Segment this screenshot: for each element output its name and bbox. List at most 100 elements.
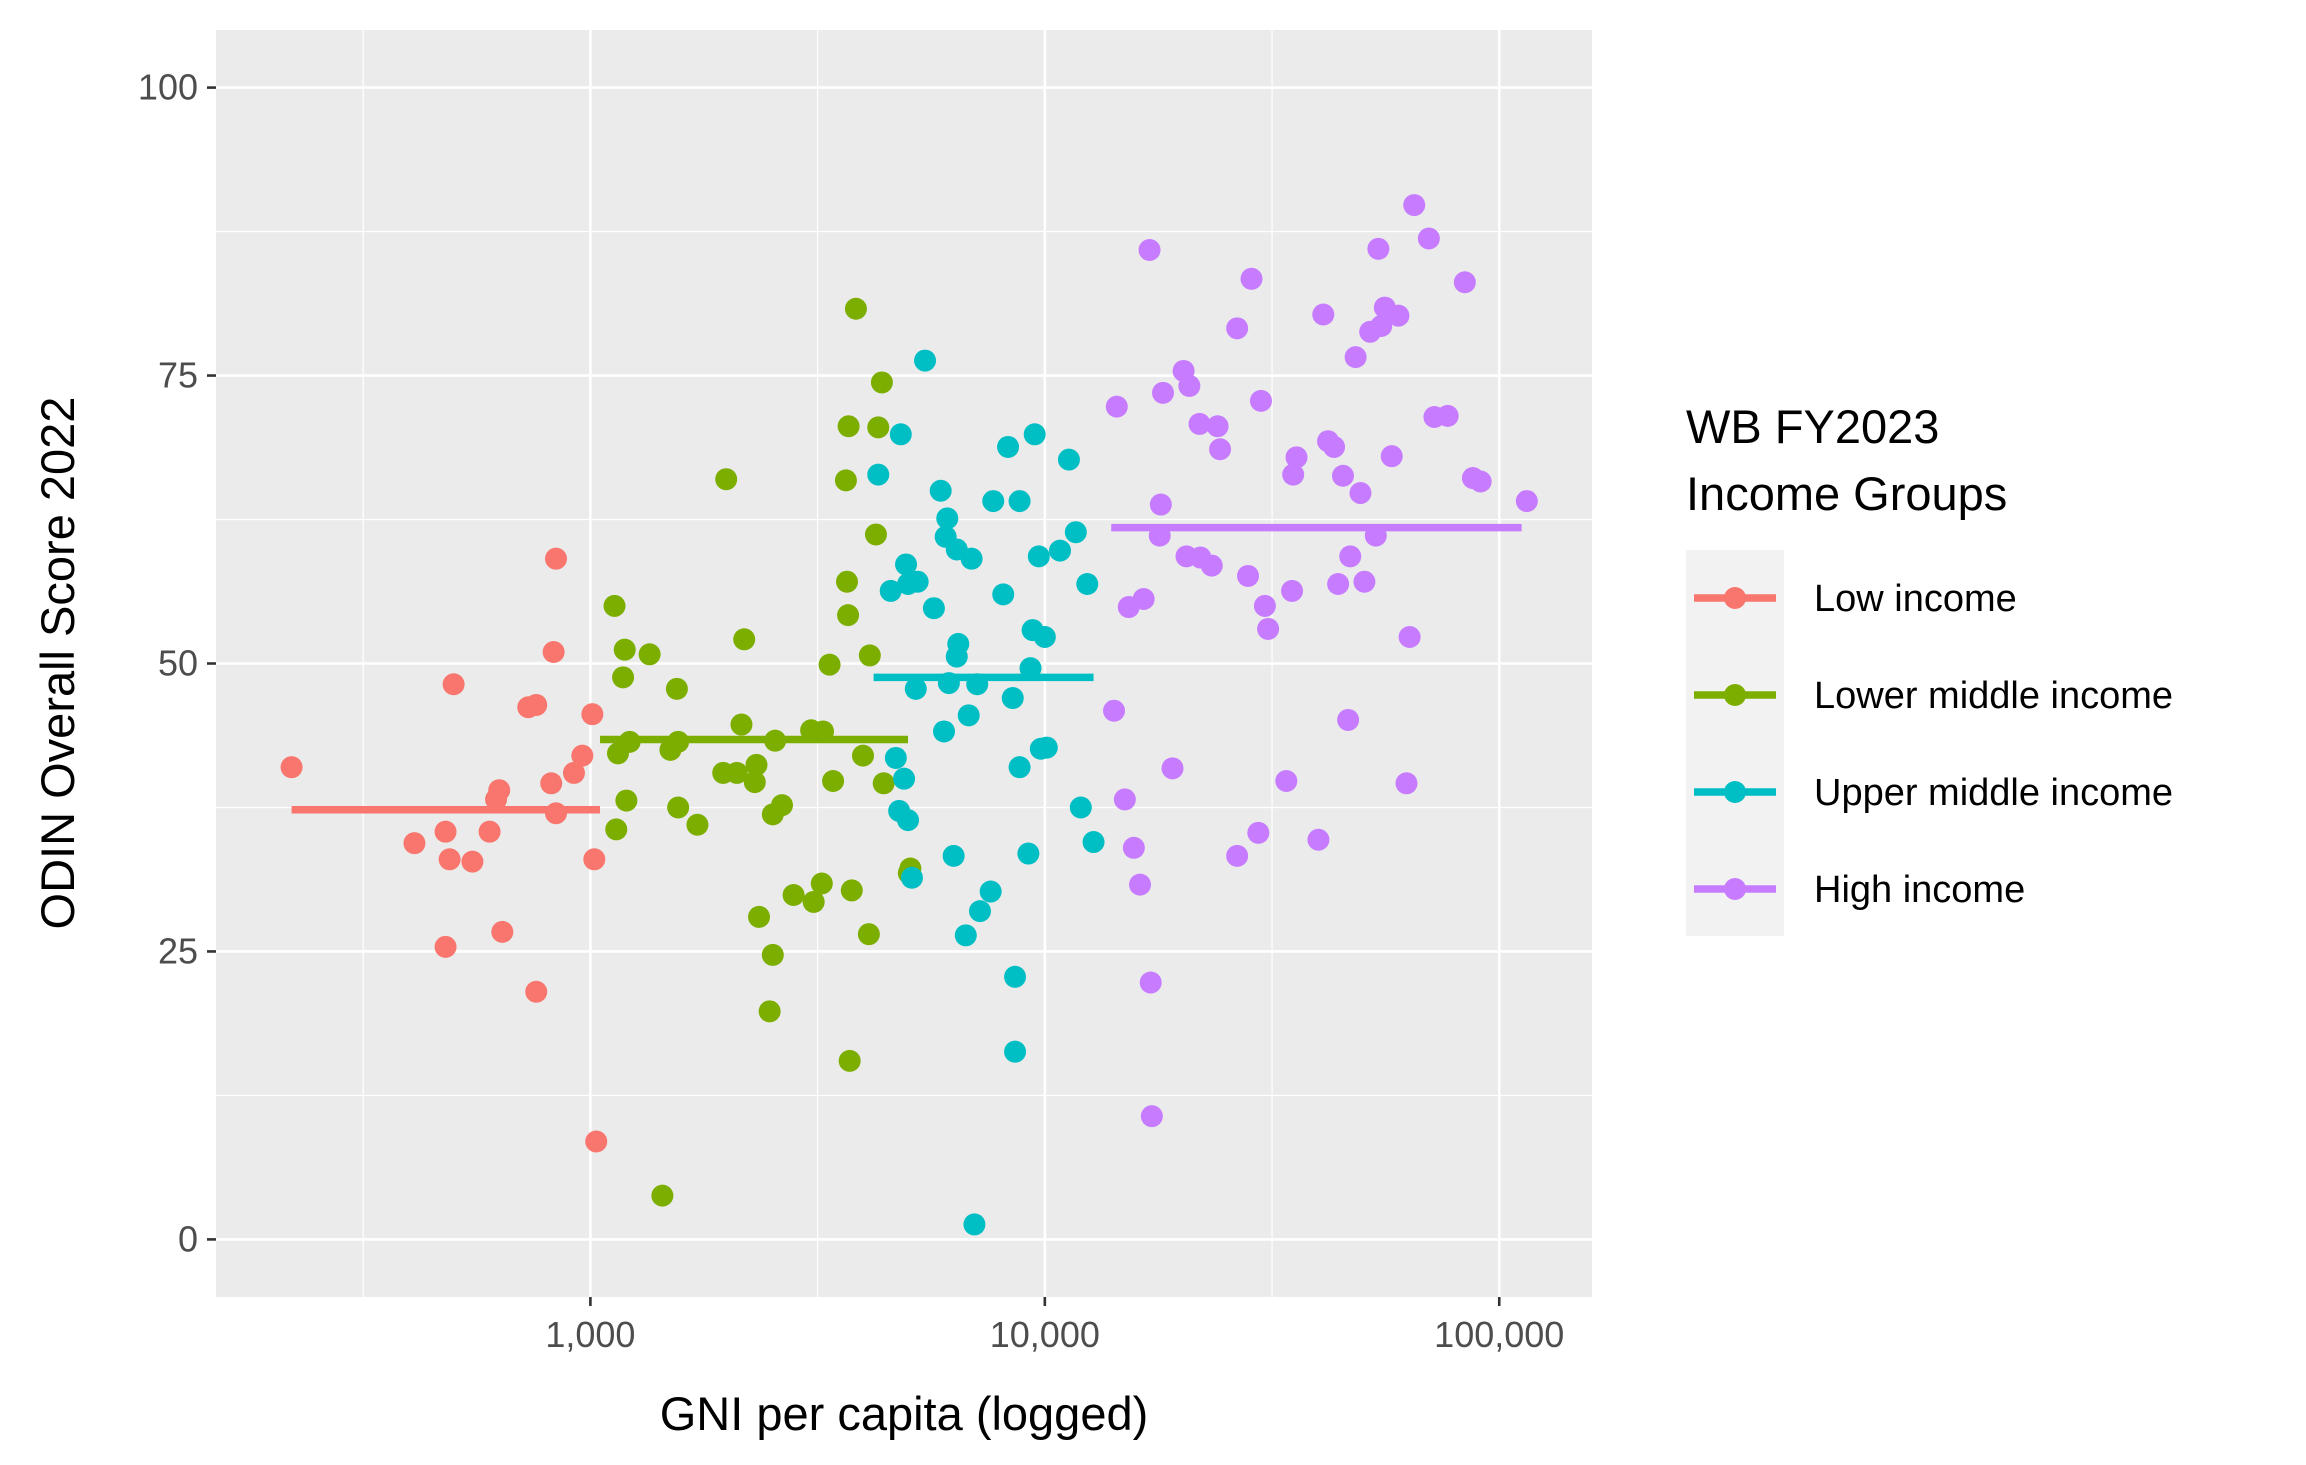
data-point: [434, 935, 457, 958]
data-point: [461, 850, 484, 873]
data-point: [812, 720, 835, 743]
data-point: [1105, 395, 1128, 418]
data-point: [997, 435, 1020, 458]
data-point: [1364, 524, 1387, 547]
legend-key-background: [1686, 550, 1784, 936]
data-point: [667, 796, 690, 819]
data-point: [922, 597, 945, 620]
data-point: [438, 848, 461, 871]
data-point: [1353, 570, 1376, 593]
legend-label: Lower middle income: [1814, 675, 2173, 717]
data-point: [1282, 463, 1305, 486]
data-point: [1337, 708, 1360, 731]
data-point: [770, 794, 793, 817]
legend: WB FY2023 Income Groups Low income Lower …: [1686, 400, 2173, 936]
data-point: [1017, 842, 1040, 865]
data-point: [603, 594, 626, 617]
legend-key-point: [1724, 878, 1746, 900]
data-point: [1206, 415, 1229, 438]
data-point: [1312, 303, 1335, 326]
data-point: [1417, 227, 1440, 250]
y-axis-title: ODIN Overall Score 2022: [31, 397, 84, 930]
data-point: [1380, 445, 1403, 468]
data-point: [835, 570, 858, 593]
data-point: [872, 772, 895, 795]
data-point: [884, 746, 907, 769]
data-point: [937, 672, 960, 695]
data-point: [730, 713, 753, 736]
data-point: [963, 1213, 986, 1236]
data-point: [743, 771, 766, 794]
data-point: [403, 832, 426, 855]
data-point: [1453, 271, 1476, 294]
x-axis: 1,000 10,000 100,000: [545, 1297, 1564, 1355]
legend-title-line-2: Income Groups: [1686, 467, 2007, 520]
data-point: [542, 640, 565, 663]
y-tick-label: 100: [138, 67, 198, 108]
data-point: [581, 703, 604, 726]
data-point: [540, 772, 563, 795]
data-point: [1398, 626, 1421, 649]
data-point: [745, 753, 768, 776]
data-point: [818, 653, 841, 676]
x-tick-label: 1,000: [545, 1314, 635, 1355]
y-axis: 0 25 50 75 100: [138, 67, 216, 1259]
y-tick-label: 0: [178, 1218, 198, 1259]
data-point: [1008, 756, 1031, 779]
data-point: [764, 729, 787, 752]
data-point: [1049, 539, 1072, 562]
data-point: [1027, 545, 1050, 568]
data-point: [1139, 971, 1162, 994]
data-point: [1249, 389, 1272, 412]
data-point: [612, 666, 635, 689]
data-point: [844, 297, 867, 320]
data-point: [1019, 657, 1042, 680]
data-points: [280, 194, 1538, 1236]
data-point: [960, 547, 983, 570]
data-point: [1226, 844, 1249, 867]
data-point: [665, 677, 688, 700]
data-point: [725, 761, 748, 784]
data-point: [1395, 772, 1418, 795]
data-point: [1023, 423, 1046, 446]
data-point: [1076, 573, 1099, 596]
data-point: [1138, 238, 1161, 261]
data-point: [897, 809, 920, 832]
legend-label: Low income: [1814, 578, 2017, 620]
data-point: [857, 923, 880, 946]
data-point: [1436, 404, 1459, 427]
data-point: [1237, 564, 1260, 587]
data-point: [906, 570, 929, 593]
data-point: [982, 490, 1005, 513]
data-point: [525, 980, 548, 1003]
data-point: [1307, 828, 1330, 851]
data-point: [562, 761, 585, 784]
data-point: [837, 604, 860, 627]
y-tick-label: 50: [158, 643, 198, 684]
data-point: [1387, 304, 1410, 327]
data-point: [1275, 769, 1298, 792]
data-point: [1129, 873, 1152, 896]
data-point: [1178, 374, 1201, 397]
data-point: [810, 872, 833, 895]
data-point: [1331, 464, 1354, 487]
data-point: [966, 673, 989, 696]
data-point: [1064, 521, 1087, 544]
data-point: [488, 779, 511, 802]
data-point: [933, 720, 956, 743]
data-point: [1149, 493, 1172, 516]
data-point: [1132, 587, 1155, 610]
data-point: [544, 802, 567, 825]
data-point: [280, 756, 303, 779]
data-point: [936, 507, 959, 530]
data-point: [867, 463, 890, 486]
data-point: [715, 468, 738, 491]
data-point: [525, 693, 548, 716]
data-point: [1113, 788, 1136, 811]
data-point: [1469, 470, 1492, 493]
data-point: [914, 349, 937, 372]
data-point: [1200, 554, 1223, 577]
data-point: [1035, 736, 1058, 759]
data-point: [957, 704, 980, 727]
